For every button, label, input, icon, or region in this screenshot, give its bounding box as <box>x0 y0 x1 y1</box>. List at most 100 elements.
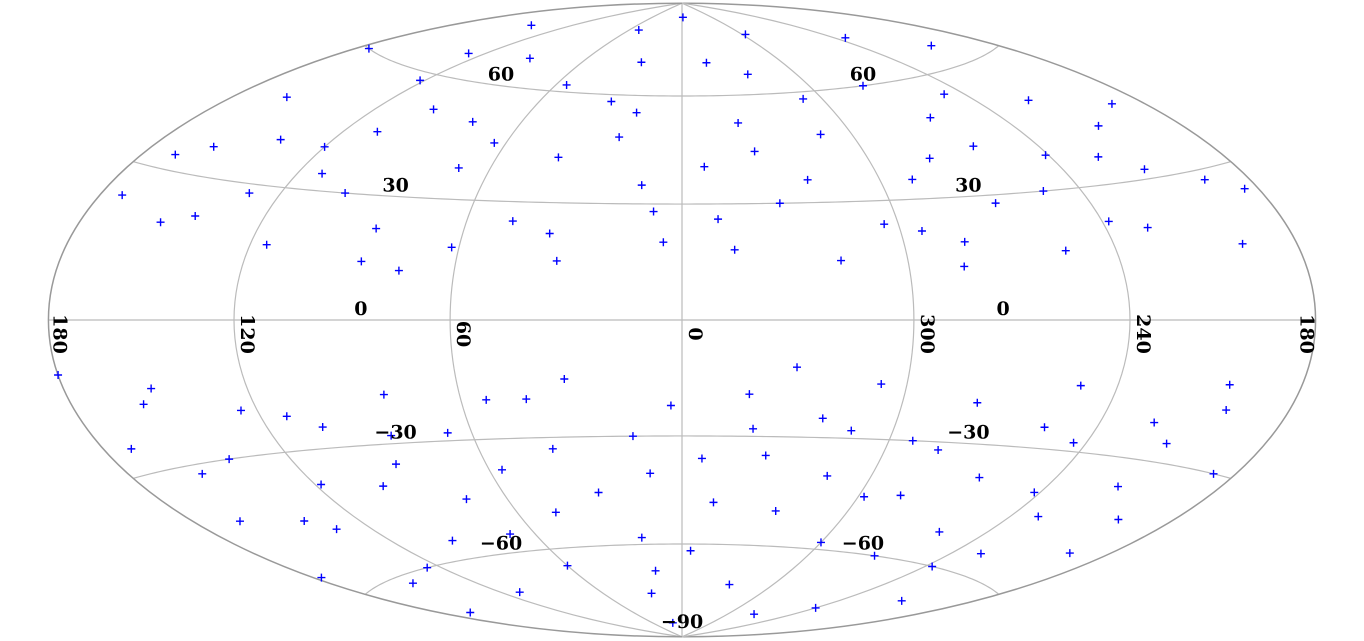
latitude-label: 60 <box>488 64 514 86</box>
source-marker <box>632 108 641 117</box>
source-marker <box>1094 121 1103 130</box>
source-marker <box>816 538 825 547</box>
source-marker <box>935 527 944 536</box>
source-marker <box>634 26 643 35</box>
source-marker <box>1162 439 1171 448</box>
source-marker <box>554 153 563 162</box>
source-marker <box>709 498 718 507</box>
source-marker <box>700 162 709 171</box>
source-marker <box>282 93 291 102</box>
source-marker <box>647 589 656 598</box>
source-marker <box>637 533 646 542</box>
source-marker <box>508 217 517 226</box>
source-marker <box>447 243 456 252</box>
source-marker <box>490 138 499 147</box>
source-marker <box>209 142 218 151</box>
source-marker <box>666 401 675 410</box>
source-marker <box>1240 184 1249 193</box>
source-marker <box>387 431 396 440</box>
source-marker <box>734 118 743 127</box>
source-marker <box>1222 406 1231 415</box>
source-marker <box>506 530 515 539</box>
source-marker <box>896 491 905 500</box>
source-marker <box>282 412 291 421</box>
source-marker <box>761 451 770 460</box>
source-marker <box>823 471 832 480</box>
source-marker <box>551 508 560 517</box>
source-marker <box>156 218 165 227</box>
source-marker <box>908 175 917 184</box>
source-marker <box>607 97 616 106</box>
longitude-label: 180 <box>1296 314 1318 354</box>
source-marker <box>1104 217 1113 226</box>
source-marker <box>498 465 507 474</box>
source-marker <box>1140 165 1149 174</box>
source-marker <box>408 579 417 588</box>
source-marker <box>860 492 869 501</box>
source-marker <box>1150 418 1159 427</box>
source-marker <box>318 169 327 178</box>
source-marker <box>1076 381 1085 390</box>
longitude-label: 240 <box>1132 314 1154 354</box>
source-marker <box>628 432 637 441</box>
source-marker <box>725 580 734 589</box>
source-marker <box>1143 223 1152 232</box>
source-marker <box>925 154 934 163</box>
source-marker <box>637 58 646 67</box>
source-marker <box>940 90 949 99</box>
source-marker <box>332 525 341 534</box>
source-marker <box>320 142 329 151</box>
source-marker <box>649 207 658 216</box>
source-marker <box>1094 152 1103 161</box>
source-marker <box>276 135 285 144</box>
source-marker <box>976 549 985 558</box>
source-marker <box>127 444 136 453</box>
latitude-label: −30 <box>947 422 989 444</box>
longitude-label: 180 <box>48 314 70 354</box>
source-marker <box>1114 515 1123 524</box>
source-marker <box>637 181 646 190</box>
source-marker <box>318 423 327 432</box>
source-marker <box>714 215 723 224</box>
source-marker <box>416 76 425 85</box>
source-marker <box>443 428 452 437</box>
source-marker <box>468 117 477 126</box>
source-marker <box>171 150 180 159</box>
source-marker <box>927 41 936 50</box>
source-marker <box>515 588 524 597</box>
source-marker <box>454 163 463 172</box>
source-marker <box>793 363 802 372</box>
source-marker <box>775 199 784 208</box>
source-marker <box>877 380 886 389</box>
source-marker <box>818 414 827 423</box>
source-marker <box>1024 96 1033 105</box>
latitude-label: 0 <box>354 298 367 320</box>
source-marker <box>545 229 554 238</box>
source-marker <box>991 199 1000 208</box>
latitude-label: −60 <box>480 532 522 554</box>
source-marker <box>750 147 759 156</box>
source-marker <box>1238 239 1247 248</box>
source-marker <box>466 608 475 617</box>
source-marker <box>225 455 234 464</box>
latitude-label: −30 <box>374 422 416 444</box>
source-marker <box>678 13 687 22</box>
source-marker <box>659 238 668 247</box>
source-marker <box>1041 151 1050 160</box>
source-marker <box>1065 549 1074 558</box>
source-marker <box>373 127 382 136</box>
source-marker <box>118 191 127 200</box>
source-marker <box>686 546 695 555</box>
source-marker <box>236 406 245 415</box>
source-marker <box>379 390 388 399</box>
longitude-label: 120 <box>236 314 258 354</box>
latitude-label: 30 <box>382 174 408 196</box>
source-marker <box>668 618 677 627</box>
source-marker <box>235 517 244 526</box>
source-marker <box>1200 175 1209 184</box>
source-marker <box>448 536 457 545</box>
source-marker <box>908 436 917 445</box>
source-marker <box>245 189 254 198</box>
source-marker <box>392 460 401 469</box>
source-marker <box>527 21 536 30</box>
